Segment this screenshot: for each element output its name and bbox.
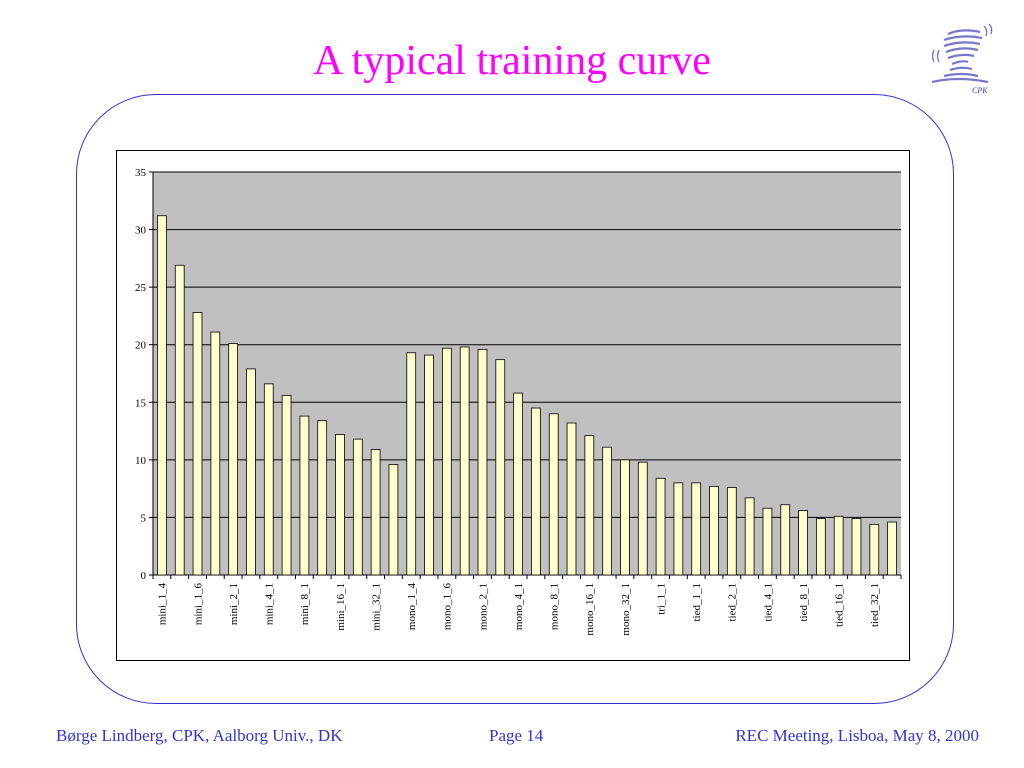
y-tick-label: 15 [135, 397, 147, 409]
bar [584, 435, 595, 576]
x-tick-label: mono_1_4 [406, 583, 418, 631]
x-tick-label: mono_1_6 [442, 583, 454, 631]
x-tick-label: tied_1_1 [691, 583, 703, 622]
bar [548, 413, 559, 576]
bar [192, 312, 203, 576]
y-tick-label: 25 [135, 282, 147, 294]
bar [228, 343, 238, 576]
bar [157, 215, 167, 576]
x-tick-label: mini_32_1 [370, 583, 382, 631]
x-tick-label: tied_8_1 [798, 583, 810, 622]
x-tick-label: mono_2_1 [477, 583, 489, 630]
footer-page-number: Page 14 [489, 726, 544, 745]
x-tick-label: mini_2_1 [228, 583, 240, 625]
y-tick-label: 35 [135, 167, 147, 179]
bar [798, 510, 808, 576]
bar [602, 446, 612, 576]
bar [816, 518, 826, 576]
x-tick-label: tied_16_1 [834, 583, 846, 627]
cpk-logo: CPK [931, 23, 993, 95]
bar [495, 359, 506, 576]
bar [174, 264, 185, 576]
plot-area [153, 172, 901, 575]
logo-text: CPK [972, 86, 988, 95]
bar [210, 331, 221, 576]
bar [531, 407, 541, 576]
bar [299, 415, 310, 576]
x-tick-label: tied_32_1 [869, 583, 881, 627]
footer-author: Børge Lindberg, CPK, Aalborg Univ., DK [56, 726, 343, 745]
bar [691, 482, 702, 576]
x-tick-label: tri_1_1 [655, 583, 667, 615]
x-tick-label: tied_4_1 [762, 583, 774, 622]
x-tick-label: mini_16_1 [335, 583, 347, 631]
bar [851, 518, 862, 576]
bar-chart: 0 5 10 15 20 25 30 35 mini_1_4 mini_1_6 mini_2_1 mi… [135, 167, 902, 636]
x-tick-label: mono_32_1 [620, 583, 632, 636]
x-tick-label: mini_1_4 [157, 583, 169, 626]
bar [352, 438, 363, 576]
bar [637, 461, 648, 576]
bar [620, 459, 630, 576]
x-tick-label: mini_1_6 [192, 583, 204, 626]
bar [477, 348, 488, 576]
bar [673, 482, 684, 576]
bar [317, 420, 328, 576]
bar [780, 504, 791, 576]
bar [406, 352, 417, 576]
bar [887, 521, 897, 576]
x-tick-label: mono_16_1 [584, 583, 596, 636]
bar [370, 449, 381, 576]
y-tick-label: 0 [141, 570, 147, 582]
slide-title: A typical training curve [313, 38, 711, 84]
bar [566, 422, 577, 576]
footer-event: REC Meeting, Lisboa, May 8, 2000 [735, 726, 979, 745]
bar [869, 523, 880, 576]
y-tick-label: 20 [135, 340, 147, 352]
bar [744, 497, 755, 576]
bar [424, 354, 434, 576]
bar [833, 515, 844, 576]
bar [513, 392, 523, 576]
y-tick-label: 10 [135, 455, 147, 467]
bar [263, 383, 274, 576]
bar [726, 487, 737, 576]
x-tick-label: mini_8_1 [299, 583, 311, 625]
x-tick-label: mono_8_1 [549, 583, 561, 630]
y-tick-label: 5 [141, 512, 147, 524]
y-tick-label: 30 [135, 225, 147, 237]
bar [281, 394, 292, 576]
bar [246, 368, 256, 576]
chart-container: 0 5 10 15 20 25 30 35 mini_1_4 mini_1_6 mini_2_1 mi… [116, 150, 910, 661]
x-tick-label: mono_4_1 [513, 583, 525, 630]
bar [709, 485, 719, 576]
bar [459, 346, 470, 576]
bar [655, 477, 666, 576]
x-tick-label: tied_2_1 [727, 583, 739, 622]
bar [442, 347, 452, 576]
bar [388, 464, 399, 576]
bar [762, 507, 773, 576]
x-tick-label: mini_4_1 [264, 583, 276, 625]
bar [335, 434, 345, 576]
content-frame [76, 94, 954, 704]
